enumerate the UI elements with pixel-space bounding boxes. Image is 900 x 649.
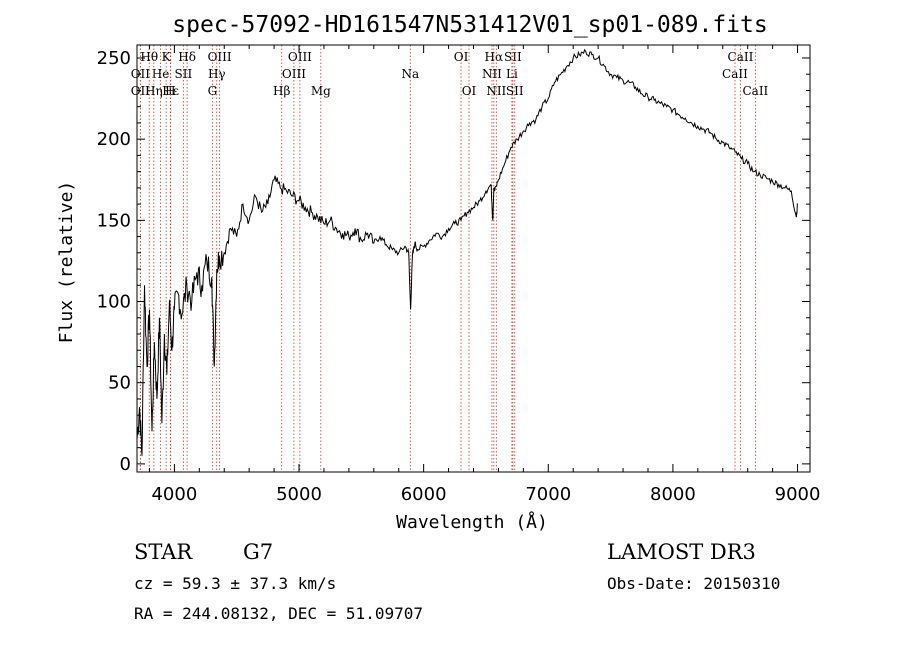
marker-label-1: K [162, 50, 172, 64]
marker-label-25: OI [462, 84, 477, 98]
marker-label-17: CaII [722, 67, 748, 81]
x-tick-label-5: 9000 [775, 484, 821, 505]
marker-label-20: Hη [145, 84, 163, 98]
y-tick-label-2: 100 [97, 292, 131, 313]
redshift-text: cz = 59.3 ± 37.3 km/s [134, 574, 336, 593]
x-axis-label: Wavelength (Å) [396, 511, 548, 533]
x-tick-label-4: 8000 [650, 484, 696, 505]
marker-label-16: Li [506, 67, 518, 81]
object-class: STAR [134, 540, 193, 564]
plot-frame [136, 44, 811, 473]
marker-label-13: OIII [282, 67, 306, 81]
y-tick-label-0: 0 [120, 454, 131, 475]
marker-label-0: Hθ [140, 50, 158, 64]
marker-label-8: CaII [728, 50, 754, 64]
spectrum-line [136, 48, 798, 456]
marker-label-27: SII [506, 84, 524, 98]
marker-label-24: Mg [311, 84, 331, 98]
marker-label-21: H [165, 84, 175, 98]
marker-label-14: Na [401, 67, 419, 81]
x-tick-label-1: 5000 [276, 484, 322, 505]
spectrum-series [136, 48, 798, 456]
marker-label-26: NII [486, 84, 506, 98]
y-axis-ticks: 0 50 100 150 200 250 [97, 48, 810, 475]
obs-date-text: Obs-Date: 20150310 [607, 574, 780, 593]
marker-label-11: SII [175, 67, 193, 81]
y-tick-label-3: 150 [97, 210, 131, 231]
y-axis-label: Flux (relative) [56, 181, 77, 344]
y-tick-label-1: 50 [108, 373, 131, 394]
marker-label-10: He [152, 67, 170, 81]
survey-name: LAMOST DR3 [607, 540, 756, 564]
marker-label-23: Hβ [273, 84, 290, 98]
coordinates-text: RA = 244.08132, DEC = 51.09707 [134, 604, 423, 623]
marker-label-7: SII [504, 50, 522, 64]
marker-label-12: Hγ [208, 67, 226, 81]
x-tick-label-2: 6000 [401, 484, 447, 505]
x-tick-label-3: 7000 [525, 484, 571, 505]
marker-label-6: Hα [485, 50, 504, 64]
marker-label-22: G [208, 84, 218, 98]
x-tick-label-0: 4000 [151, 484, 197, 505]
x-axis-ticks: 4000 5000 6000 7000 8000 9000 [148, 45, 821, 505]
marker-label-15: NII [482, 67, 502, 81]
marker-label-18: OII [131, 84, 151, 98]
y-tick-label-4: 200 [97, 129, 131, 150]
chart-title: spec-57092-HD161547N531412V01_sp01-089.f… [172, 12, 767, 38]
y-tick-label-5: 250 [97, 48, 131, 69]
marker-label-4: OIII [288, 50, 312, 64]
marker-label-2: Hδ [178, 50, 196, 64]
marker-label-3: OIII [208, 50, 232, 64]
marker-label-5: OI [454, 50, 469, 64]
marker-label-28: CaII [742, 84, 768, 98]
object-subclass: G7 [243, 540, 273, 564]
